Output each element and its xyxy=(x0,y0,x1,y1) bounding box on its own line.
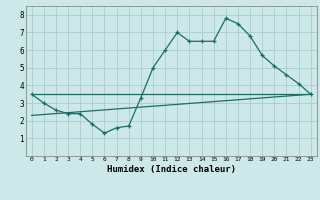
X-axis label: Humidex (Indice chaleur): Humidex (Indice chaleur) xyxy=(107,165,236,174)
